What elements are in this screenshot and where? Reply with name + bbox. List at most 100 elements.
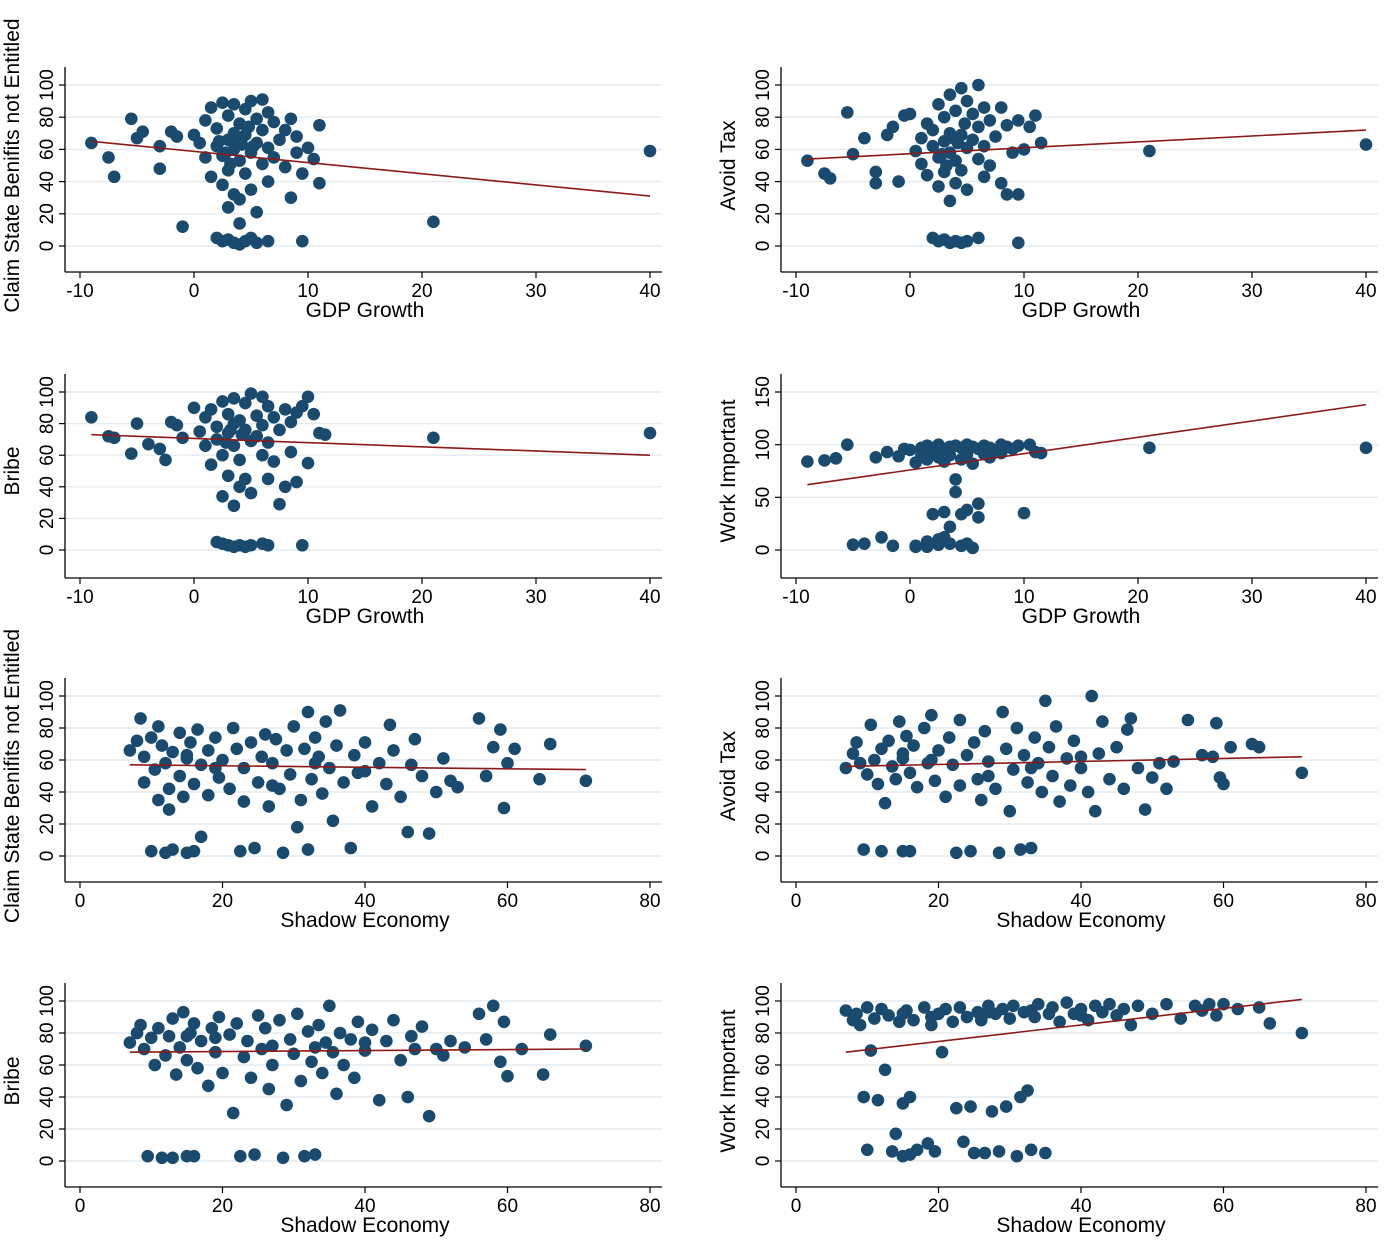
x-tick-label: 0 xyxy=(791,1196,802,1217)
data-point xyxy=(850,736,863,749)
data-point xyxy=(422,827,436,840)
x-tick-label: 30 xyxy=(525,587,546,608)
data-point xyxy=(818,454,831,467)
data-point xyxy=(868,753,881,767)
data-point xyxy=(1085,689,1098,703)
x-tick-label: 60 xyxy=(497,891,518,912)
data-point xyxy=(937,531,951,544)
data-point xyxy=(152,720,165,733)
data-point xyxy=(880,445,894,459)
data-point xyxy=(258,728,272,741)
panel-third-right: 0 20 40 60 80 100 0 20 40 60 80 Shadow Economy Avoid… xyxy=(717,678,1378,932)
data-point xyxy=(900,729,913,743)
data-point xyxy=(226,721,240,735)
data-point xyxy=(966,457,979,470)
data-point xyxy=(226,1106,240,1120)
data-point xyxy=(801,154,814,167)
data-point xyxy=(1124,1018,1138,1032)
data-point xyxy=(204,458,218,471)
data-point xyxy=(233,453,246,467)
data-point xyxy=(989,782,1002,796)
x-tick-label: 0 xyxy=(905,587,916,608)
data-point xyxy=(960,537,974,550)
y-tick-label: 20 xyxy=(753,203,774,224)
data-point xyxy=(315,787,329,800)
data-point xyxy=(298,1149,311,1163)
data-point xyxy=(125,112,138,126)
data-point xyxy=(305,1055,318,1069)
fit-line xyxy=(845,756,1302,768)
y-axis-label: Claim State Benifits not Entitled xyxy=(1,629,24,923)
data-point xyxy=(136,125,149,138)
data-point xyxy=(869,176,883,190)
x-tick-label: 0 xyxy=(791,891,802,912)
data-point xyxy=(266,1039,279,1053)
data-point xyxy=(187,401,201,415)
data-point xyxy=(276,846,290,860)
data-point xyxy=(497,801,511,815)
x-axis-label: Shadow Economy xyxy=(280,1214,450,1237)
data-point xyxy=(191,723,204,736)
data-point xyxy=(429,785,443,799)
data-point xyxy=(960,234,974,248)
data-point xyxy=(241,1034,254,1048)
data-point xyxy=(1124,712,1138,725)
data-point xyxy=(543,737,557,751)
data-point xyxy=(479,769,493,783)
data-point xyxy=(212,135,226,148)
data-point xyxy=(1003,1012,1017,1025)
y-axis-label: Work Important xyxy=(717,1009,740,1152)
data-point xyxy=(1035,785,1049,799)
data-point xyxy=(201,744,215,757)
data-point xyxy=(162,1029,176,1043)
y-tick-label: 20 xyxy=(37,813,58,834)
data-point xyxy=(372,1093,386,1107)
data-point xyxy=(227,392,241,405)
data-point xyxy=(301,141,315,155)
data-point xyxy=(180,1029,194,1043)
x-tick-label: -10 xyxy=(66,587,93,608)
data-point xyxy=(882,1009,895,1022)
data-point xyxy=(1017,506,1031,520)
y-tick-label: 80 xyxy=(753,1022,774,1043)
y-tick-label: 100 xyxy=(753,680,774,712)
data-point xyxy=(273,497,286,511)
data-point xyxy=(237,761,251,775)
data-point xyxy=(864,718,878,732)
data-point xyxy=(841,106,854,119)
y-tick-label: 100 xyxy=(37,680,58,712)
data-point xyxy=(960,1010,974,1024)
data-point xyxy=(173,769,187,783)
data-point xyxy=(123,744,137,757)
data-point xyxy=(209,731,222,744)
data-point xyxy=(209,1031,222,1045)
y-tick-label: 20 xyxy=(753,813,774,834)
data-point xyxy=(210,122,224,135)
data-point xyxy=(886,539,900,553)
data-point xyxy=(134,712,147,725)
x-tick-label: 40 xyxy=(1070,1196,1091,1217)
data-point xyxy=(967,1146,981,1160)
data-point xyxy=(1012,114,1025,127)
x-tick-label: 80 xyxy=(1355,1196,1376,1217)
data-point xyxy=(949,473,962,486)
data-point xyxy=(864,1044,878,1057)
y-tick-label: 40 xyxy=(37,1086,58,1107)
data-point xyxy=(1042,740,1056,754)
data-point xyxy=(501,756,514,770)
data-point xyxy=(823,172,837,185)
y-tick-label: 150 xyxy=(753,376,774,408)
data-point xyxy=(472,1007,486,1021)
y-tick-label: 100 xyxy=(37,376,58,408)
data-point xyxy=(497,1015,511,1029)
data-point xyxy=(180,748,194,762)
data-point xyxy=(860,1143,874,1157)
data-point xyxy=(242,120,256,134)
data-point xyxy=(278,480,292,494)
data-point xyxy=(437,752,450,765)
data-point xyxy=(333,704,347,717)
data-point xyxy=(239,396,252,410)
data-point xyxy=(201,1079,215,1093)
data-point xyxy=(401,825,415,839)
